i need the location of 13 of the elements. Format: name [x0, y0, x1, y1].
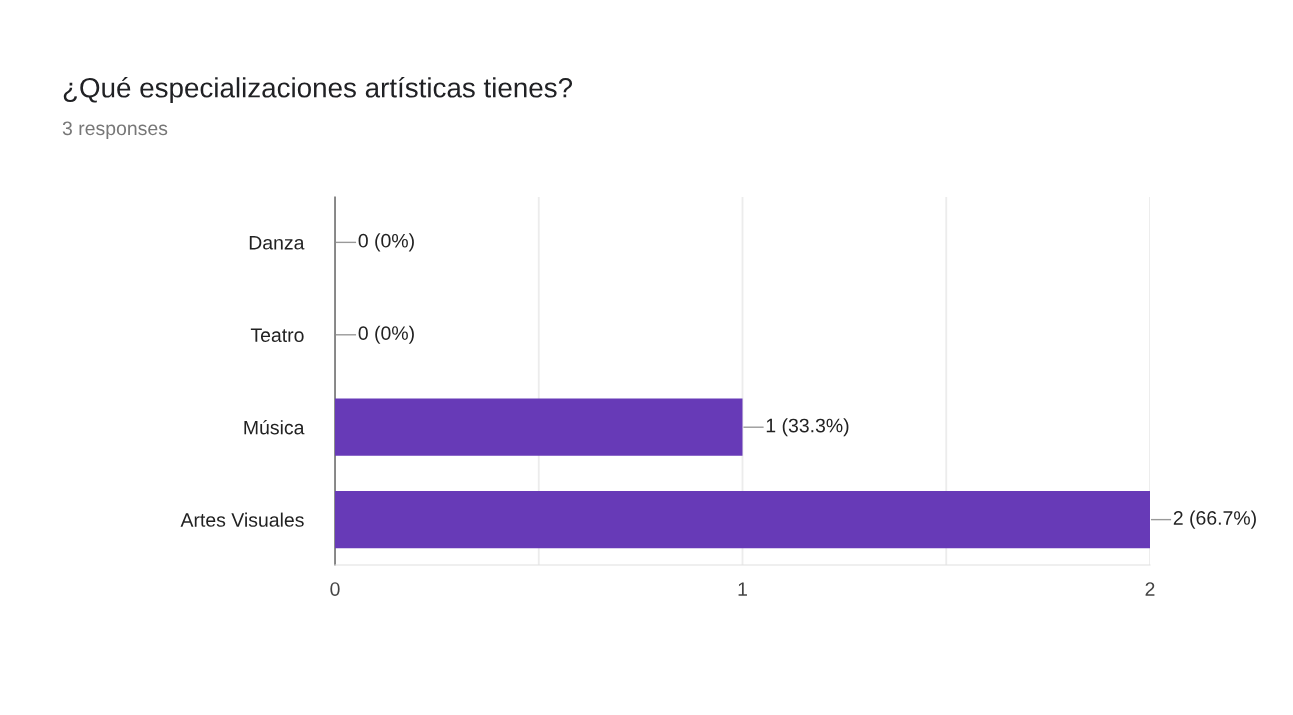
y-tick-label: Música — [244, 419, 305, 435]
x-tick-label: 0 — [330, 582, 340, 596]
x-tick-label: 1 — [738, 582, 747, 596]
y-tick-label: Danza — [249, 236, 305, 250]
x-tick-label: 2 — [1145, 582, 1155, 596]
y-tick-label: Teatro — [250, 328, 304, 343]
text: 3 responses — [62, 121, 168, 140]
data-label: 2 (66.7%) — [1173, 510, 1256, 529]
data-label: 0 (0%) — [358, 233, 414, 252]
chart-title: ¿Qué especializaciones artísticas tienes? — [63, 76, 573, 104]
y-tick-label: Artes Visuales — [180, 512, 304, 527]
data-label: 0 (0%) — [358, 325, 414, 344]
data-label: 1 (33.3%) — [766, 418, 849, 437]
